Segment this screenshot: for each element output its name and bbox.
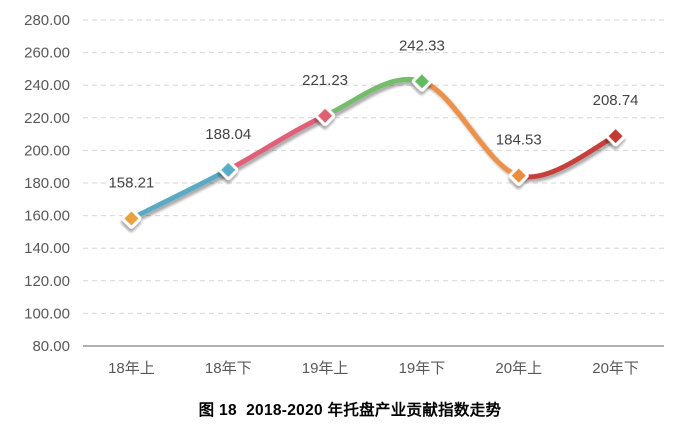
data-label: 208.74 (593, 92, 639, 109)
y-tick-label: 140.00 (24, 240, 70, 257)
y-tick-label: 220.00 (24, 110, 70, 127)
line-segment (322, 77, 425, 119)
y-tick-label: 80.00 (32, 338, 70, 355)
y-tick-label: 200.00 (24, 142, 70, 159)
data-label: 184.53 (496, 132, 542, 149)
line-segment (225, 113, 328, 173)
x-tick-label: 18年下 (205, 360, 252, 377)
x-tick-label: 19年下 (399, 360, 446, 377)
y-tick-label: 280.00 (24, 12, 70, 29)
x-tick-label: 19年上 (302, 360, 349, 377)
data-label: 242.33 (399, 37, 445, 54)
y-tick-label: 120.00 (24, 273, 70, 290)
data-point-marker (508, 165, 529, 186)
line-chart: 280.00 260.00 240.00 220.00 200.00 180.00 160.… (24, 12, 664, 377)
data-point-marker (121, 208, 142, 229)
y-tick-label: 100.00 (24, 305, 70, 322)
y-tick-label: 180.00 (24, 175, 70, 192)
data-point-marker (218, 159, 239, 180)
data-point-marker (605, 126, 626, 147)
y-tick-label: 160.00 (24, 208, 70, 225)
data-label: 158.21 (108, 175, 154, 192)
data-label: 221.23 (302, 72, 348, 89)
x-tick-label: 20年下 (592, 360, 639, 377)
chart-caption: 图 18 2018-2020 年托盘产业贡献指数走势 (198, 402, 502, 419)
y-tick-label: 240.00 (24, 77, 70, 94)
line-segment (419, 78, 522, 179)
data-point-marker (411, 71, 432, 92)
data-label: 188.04 (205, 126, 251, 143)
x-tick-label: 20年上 (495, 360, 542, 377)
x-tick-label: 18年上 (108, 360, 155, 377)
data-point-marker (315, 105, 336, 126)
y-tick-label: 260.00 (24, 45, 70, 62)
